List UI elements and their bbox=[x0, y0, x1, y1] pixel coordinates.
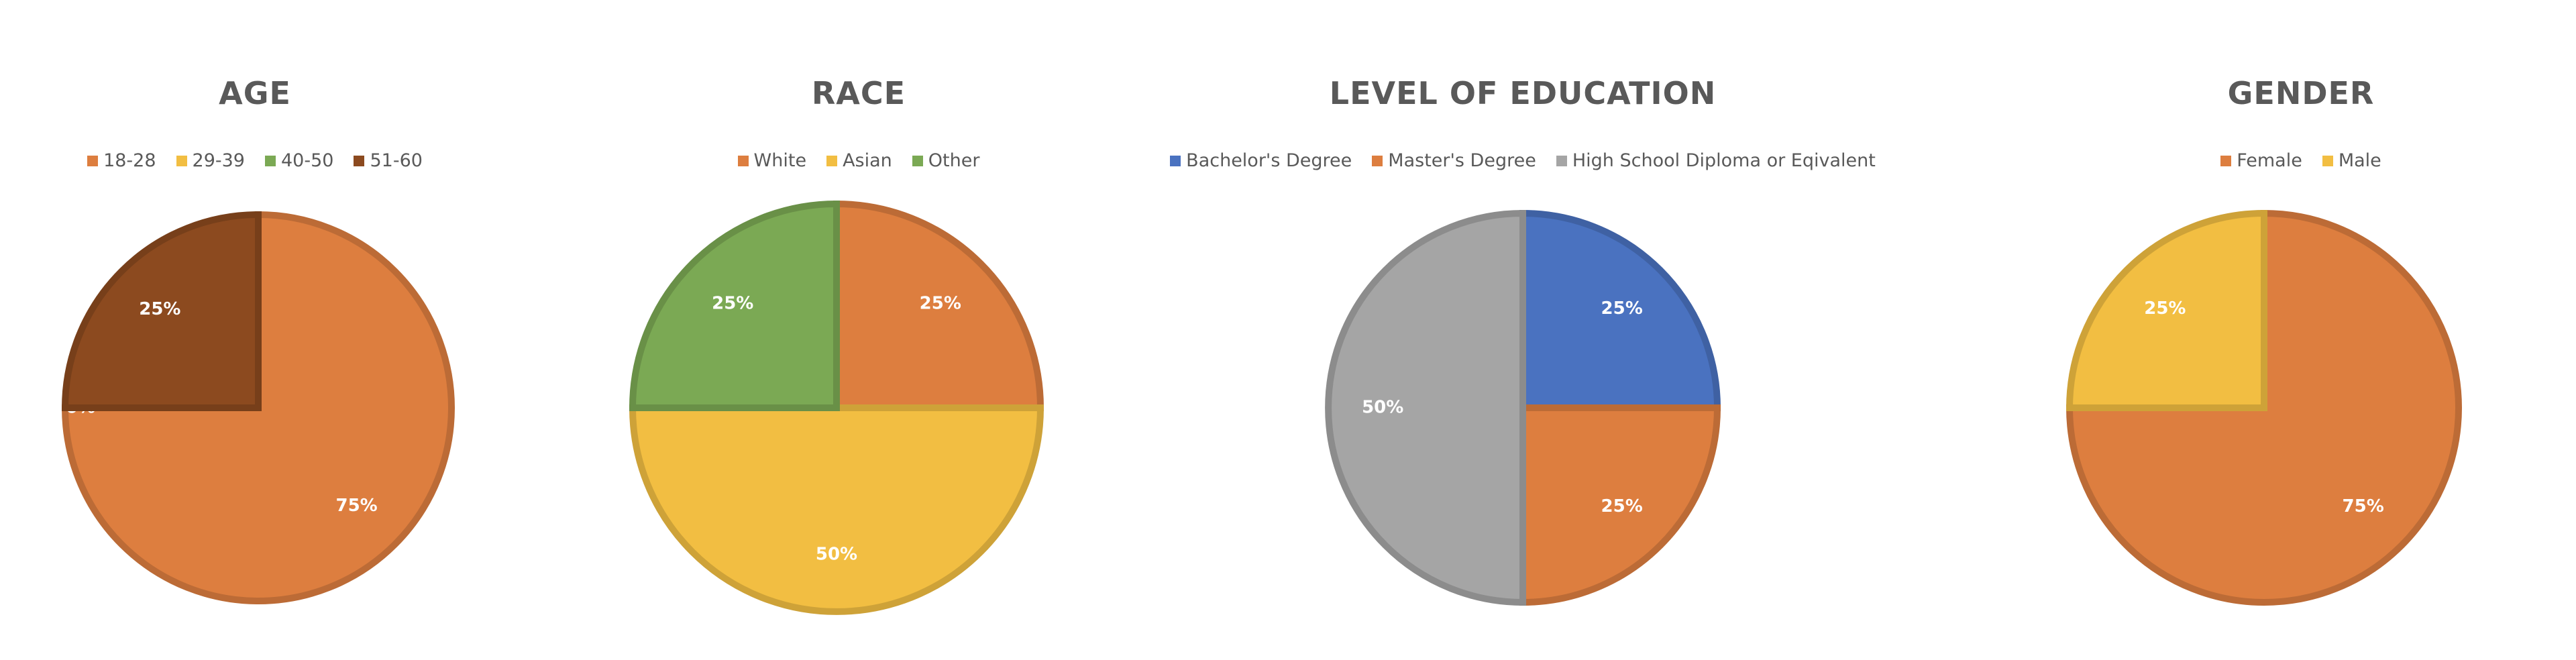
education-chart: LEVEL OF EDUCATION Bachelor's Degree Mast… bbox=[1114, 0, 1932, 660]
legend-item-high-school-diploma-or-eqivalent: High School Diploma or Eqivalent bbox=[1556, 150, 1876, 171]
pie-slice-asian bbox=[629, 404, 1044, 615]
legend-item-white: White bbox=[737, 150, 807, 171]
legend-item-29-39: 29-39 bbox=[176, 150, 245, 171]
data-label-male: 25% bbox=[2144, 298, 2186, 319]
legend-swatch bbox=[826, 155, 838, 166]
chart-title: GENDER bbox=[2227, 75, 2375, 111]
legend-swatch bbox=[176, 155, 187, 166]
legend-label: High School Diploma or Eqivalent bbox=[1572, 150, 1876, 171]
legend-label: 18-28 bbox=[103, 150, 156, 171]
legend-item-master-s-degree: Master's Degree bbox=[1372, 150, 1536, 171]
legend-label: 40-50 bbox=[281, 150, 334, 171]
chart-legend: Bachelor's Degree Master's Degree High Sch… bbox=[1114, 150, 1932, 171]
legend-label: White bbox=[753, 150, 807, 171]
pie-slice-high-school-diploma-or-eqivalent bbox=[1325, 209, 1526, 606]
legend-item-female: Female bbox=[2220, 150, 2302, 171]
legend-swatch bbox=[737, 155, 749, 166]
legend-item-18-28: 18-28 bbox=[87, 150, 156, 171]
legend-swatch bbox=[2322, 155, 2333, 166]
pie-plot: 25% 50% 25% bbox=[629, 200, 1044, 615]
legend-item-other: Other bbox=[912, 150, 980, 171]
data-label-51-60: 25% bbox=[139, 299, 180, 319]
legend-label: Other bbox=[928, 150, 980, 171]
race-chart: RACE White Asian Other 25% 50% 25% bbox=[590, 0, 1127, 660]
chart-legend: 18-28 29-39 40-50 51-60 bbox=[40, 150, 470, 171]
chart-legend: Female Male bbox=[2053, 150, 2549, 171]
legend-item-asian: Asian bbox=[826, 150, 892, 171]
legend-swatch bbox=[2220, 155, 2232, 166]
pie-slice-white bbox=[833, 200, 1044, 411]
chart-title: LEVEL OF EDUCATION bbox=[1329, 75, 1717, 111]
legend-label: 51-60 bbox=[370, 150, 423, 171]
chart-title: RACE bbox=[811, 75, 906, 111]
gender-chart: GENDER Female Male 75% 25% bbox=[2053, 0, 2549, 660]
pie-slice-female bbox=[2065, 209, 2462, 606]
legend-swatch bbox=[1170, 155, 1181, 166]
legend-swatch bbox=[1556, 155, 1567, 166]
legend-item-40-50: 40-50 bbox=[265, 150, 333, 171]
chart-legend: White Asian Other bbox=[590, 150, 1127, 171]
data-label-bachelor-s-degree: 25% bbox=[1601, 298, 1643, 319]
pie-slice-bachelor-s-degree bbox=[1519, 209, 1721, 411]
legend-swatch bbox=[87, 155, 99, 166]
legend-swatch bbox=[1372, 155, 1383, 166]
pie-plot: 75%0%25% bbox=[61, 211, 455, 604]
pie-slice-other bbox=[629, 200, 840, 411]
legend-item-male: Male bbox=[2322, 150, 2381, 171]
legend-label: Master's Degree bbox=[1388, 150, 1536, 171]
legend-item-51-60: 51-60 bbox=[354, 150, 423, 171]
pie-slice-male bbox=[2065, 209, 2267, 411]
legend-label: Female bbox=[2237, 150, 2302, 171]
legend-label: Male bbox=[2338, 150, 2381, 171]
pie-slice-51-60 bbox=[61, 211, 262, 411]
pie-slice-master-s-degree bbox=[1519, 404, 1721, 606]
data-label-other: 25% bbox=[712, 294, 753, 314]
pie-plot: 25% 25% 50% bbox=[1325, 209, 1721, 606]
data-label-high-school-diploma-or-eqivalent: 50% bbox=[1362, 398, 1403, 418]
legend-label: 29-39 bbox=[192, 150, 245, 171]
legend-label: Bachelor's Degree bbox=[1186, 150, 1352, 171]
legend-item-bachelor-s-degree: Bachelor's Degree bbox=[1170, 150, 1352, 171]
data-label-master-s-degree: 25% bbox=[1601, 496, 1643, 516]
chart-title: AGE bbox=[219, 75, 291, 111]
data-label-female: 75% bbox=[2343, 496, 2384, 516]
data-label-asian: 50% bbox=[816, 544, 857, 564]
legend-swatch bbox=[265, 155, 276, 166]
data-label-white: 25% bbox=[920, 294, 961, 314]
pie-plot: 75% 25% bbox=[2065, 209, 2462, 606]
legend-swatch bbox=[912, 155, 923, 166]
age-chart: AGE 18-28 29-39 40-50 51-60 75%0%25% bbox=[40, 0, 470, 660]
legend-swatch bbox=[354, 155, 365, 166]
data-label-18-28: 75% bbox=[336, 496, 378, 516]
legend-label: Asian bbox=[843, 150, 892, 171]
